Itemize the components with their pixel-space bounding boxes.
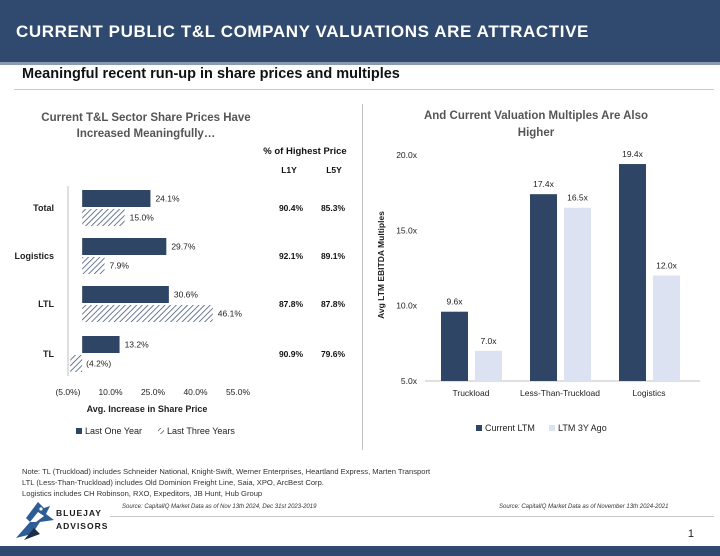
data-label-current-ltm-truckload: 9.6x	[446, 297, 463, 307]
bar-ltm-3y-ago-logistics	[653, 275, 680, 381]
legend-swatch-current-ltm	[476, 425, 482, 431]
category-label-logistics: Logistics	[14, 251, 54, 261]
data-label-current-ltm-less-than-truckload: 17.4x	[533, 179, 555, 189]
data-label-last-three-years-logistics: 7.9%	[110, 261, 130, 271]
data-label-last-three-years-tl: (4.2%)	[86, 359, 111, 369]
right-chart-title-line1: And Current Valuation Multiples Are Also	[424, 110, 648, 122]
note-logistics: Logistics includes CH Robinson, RXO, Exp…	[22, 489, 263, 498]
x-tick-4: 55.0%	[226, 387, 251, 397]
category-label-tl: TL	[43, 349, 54, 359]
table-cell-tl-l1y: 90.9%	[279, 349, 304, 359]
left-chart-title-line2: Increased Meaningfully…	[77, 128, 216, 140]
header-bar: CURRENT PUBLIC T&L COMPANY VALUATIONS AR…	[0, 0, 720, 62]
x-category-truckload: Truckload	[452, 388, 489, 398]
data-label-ltm-3y-ago-less-than-truckload: 16.5x	[567, 193, 589, 203]
table-col-l1y: L1Y	[281, 165, 297, 175]
x-category-less-than-truckload: Less-Than-Truckload	[520, 388, 600, 398]
y-tick-0: 5.0x	[401, 376, 418, 386]
bar-last-one-year-tl	[82, 336, 120, 353]
data-label-last-one-year-tl: 13.2%	[125, 340, 150, 350]
right-chart-title-line2: Higher	[518, 127, 555, 139]
logo-text-line2: ADVISORS	[56, 521, 109, 531]
data-label-last-one-year-ltl: 30.6%	[174, 290, 199, 300]
right-y-axis-label: Avg LTM EBITDA Multiples	[376, 211, 386, 319]
bar-last-three-years-logistics	[82, 257, 105, 274]
source-right: Source: CapitalIQ Market Data as of Nove…	[499, 504, 669, 510]
table-cell-total-l5y: 85.3%	[321, 203, 346, 213]
data-label-last-three-years-ltl: 46.1%	[218, 309, 243, 319]
table-title: % of Highest Price	[263, 146, 346, 157]
table-cell-logistics-l1y: 92.1%	[279, 251, 304, 261]
y-tick-3: 20.0x	[396, 150, 418, 160]
subtitle-divider	[14, 89, 714, 90]
data-label-ltm-3y-ago-logistics: 12.0x	[656, 261, 678, 271]
legend-label-last-one-year: Last One Year	[85, 426, 142, 436]
legend-label-current-ltm: Current LTM	[485, 423, 535, 433]
bar-ltm-3y-ago-truckload	[475, 350, 502, 381]
y-tick-2: 15.0x	[396, 225, 418, 235]
data-label-last-one-year-logistics: 29.7%	[171, 242, 196, 252]
bar-last-three-years-total	[82, 209, 125, 226]
bar-last-one-year-logistics	[82, 238, 167, 255]
legend-label-ltm-3y-ago: LTM 3Y Ago	[558, 423, 607, 433]
source-left: Source: CapitalIQ Market Data as of Nov …	[122, 504, 317, 510]
legend-swatch-last-three-years	[158, 428, 164, 434]
bar-current-ltm-less-than-truckload	[530, 194, 557, 381]
bluejay-logo-icon	[16, 502, 54, 540]
x-tick-0: (5.0%)	[55, 387, 80, 397]
legend-swatch-ltm-3y-ago	[549, 425, 555, 431]
x-tick-3: 40.0%	[183, 387, 208, 397]
note-ltl: LTL (Less-Than-Truckload) includes Old D…	[22, 478, 324, 487]
bar-current-ltm-logistics	[619, 164, 646, 381]
bar-last-three-years-ltl	[82, 305, 213, 322]
page-number: 1	[687, 528, 694, 540]
left-x-axis-label: Avg. Increase in Share Price	[87, 404, 208, 414]
header-accent-line	[0, 62, 720, 65]
bar-last-one-year-total	[82, 190, 151, 207]
bar-last-one-year-ltl	[82, 286, 169, 303]
footnotes: Note: TL (Truckload) includes Schneider …	[22, 466, 430, 499]
bar-current-ltm-truckload	[441, 311, 468, 381]
table-cell-ltl-l5y: 87.8%	[321, 299, 346, 309]
data-label-last-three-years-total: 15.0%	[130, 213, 155, 223]
category-label-total: Total	[33, 203, 54, 213]
left-chart-title-line1: Current T&L Sector Share Prices Have	[41, 112, 250, 124]
valuation-multiples-chart: And Current Valuation Multiples Are Also…	[376, 110, 700, 433]
legend-label-last-three-years: Last Three Years	[167, 426, 235, 436]
data-label-ltm-3y-ago-truckload: 7.0x	[480, 336, 497, 346]
note-tl: Note: TL (Truckload) includes Schneider …	[22, 467, 431, 476]
table-cell-total-l1y: 90.4%	[279, 203, 304, 213]
data-label-current-ltm-logistics: 19.4x	[622, 149, 644, 159]
category-label-ltl: LTL	[38, 299, 54, 309]
table-col-l5y: L5Y	[326, 165, 342, 175]
table-cell-logistics-l5y: 89.1%	[321, 251, 346, 261]
subtitle: Meaningful recent run-up in share prices…	[22, 66, 400, 82]
share-price-chart: Current T&L Sector Share Prices Have Inc…	[14, 112, 346, 436]
page-title: CURRENT PUBLIC T&L COMPANY VALUATIONS AR…	[16, 22, 589, 41]
logo-divider	[110, 516, 714, 517]
legend-swatch-last-one-year	[76, 428, 82, 434]
logo-text-line1: BLUEJAY	[56, 508, 102, 518]
table-cell-tl-l5y: 79.6%	[321, 349, 346, 359]
bar-ltm-3y-ago-less-than-truckload	[564, 207, 591, 381]
y-tick-1: 10.0x	[396, 301, 418, 311]
data-label-last-one-year-total: 24.1%	[155, 194, 180, 204]
bar-last-three-years-tl	[70, 355, 83, 372]
table-cell-ltl-l1y: 87.8%	[279, 299, 304, 309]
x-tick-2: 25.0%	[141, 387, 166, 397]
panel-divider	[362, 104, 363, 450]
x-category-logistics: Logistics	[632, 388, 665, 398]
x-tick-1: 10.0%	[98, 387, 123, 397]
footer-bar	[0, 546, 720, 556]
